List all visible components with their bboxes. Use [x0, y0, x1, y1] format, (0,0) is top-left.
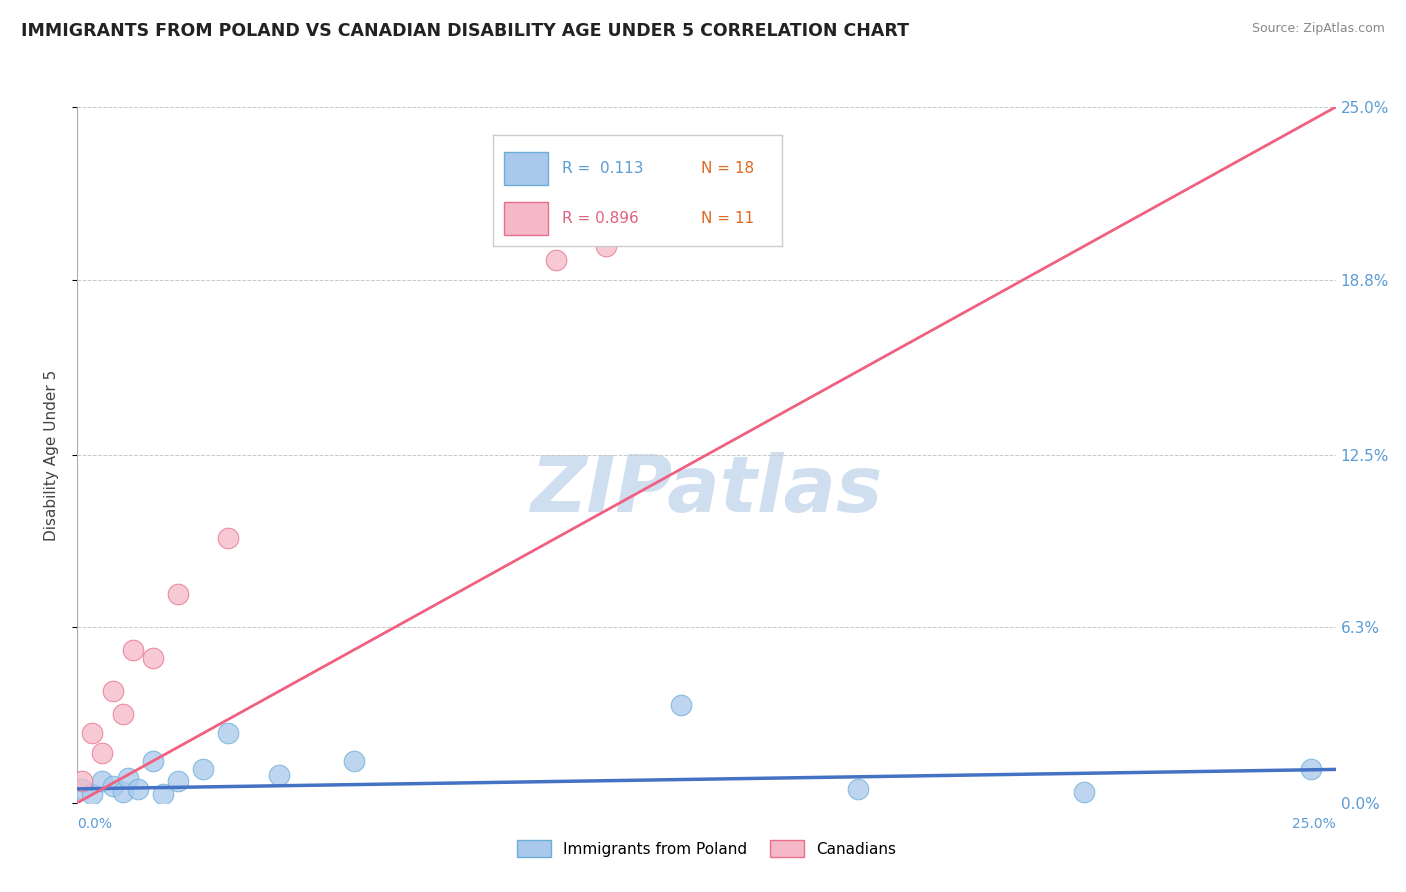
- Point: [846, 781, 869, 796]
- Text: Source: ZipAtlas.com: Source: ZipAtlas.com: [1251, 22, 1385, 36]
- Point: [111, 785, 134, 799]
- Point: [72, 773, 94, 788]
- Text: 25.0%: 25.0%: [1292, 817, 1336, 830]
- Point: [1073, 785, 1095, 799]
- Point: [142, 754, 165, 768]
- Point: [191, 763, 215, 777]
- Point: [544, 253, 567, 268]
- Text: R =  0.113: R = 0.113: [562, 161, 644, 176]
- Point: [217, 532, 239, 546]
- Point: [82, 788, 104, 802]
- Point: [167, 587, 190, 601]
- Legend: Immigrants from Poland, Canadians: Immigrants from Poland, Canadians: [509, 833, 904, 864]
- Point: [111, 706, 134, 721]
- Point: [101, 779, 124, 793]
- Text: N = 11: N = 11: [702, 211, 754, 226]
- Point: [121, 642, 143, 657]
- Point: [101, 684, 124, 698]
- Point: [91, 746, 114, 760]
- Point: [1299, 763, 1322, 777]
- Point: [595, 239, 617, 253]
- Point: [72, 781, 94, 796]
- Text: ZIPatlas: ZIPatlas: [530, 451, 883, 528]
- Point: [671, 698, 693, 713]
- Point: [142, 651, 165, 665]
- Point: [117, 771, 139, 785]
- Text: R = 0.896: R = 0.896: [562, 211, 638, 226]
- FancyBboxPatch shape: [505, 152, 547, 185]
- Y-axis label: Disability Age Under 5: Disability Age Under 5: [44, 369, 59, 541]
- Point: [343, 754, 366, 768]
- Text: 0.0%: 0.0%: [77, 817, 112, 830]
- Point: [127, 781, 149, 796]
- Point: [152, 788, 174, 802]
- FancyBboxPatch shape: [505, 202, 547, 235]
- Point: [82, 726, 104, 740]
- Point: [267, 768, 290, 782]
- Point: [91, 773, 114, 788]
- Point: [167, 773, 190, 788]
- Text: IMMIGRANTS FROM POLAND VS CANADIAN DISABILITY AGE UNDER 5 CORRELATION CHART: IMMIGRANTS FROM POLAND VS CANADIAN DISAB…: [21, 22, 910, 40]
- Point: [217, 726, 239, 740]
- Text: N = 18: N = 18: [702, 161, 754, 176]
